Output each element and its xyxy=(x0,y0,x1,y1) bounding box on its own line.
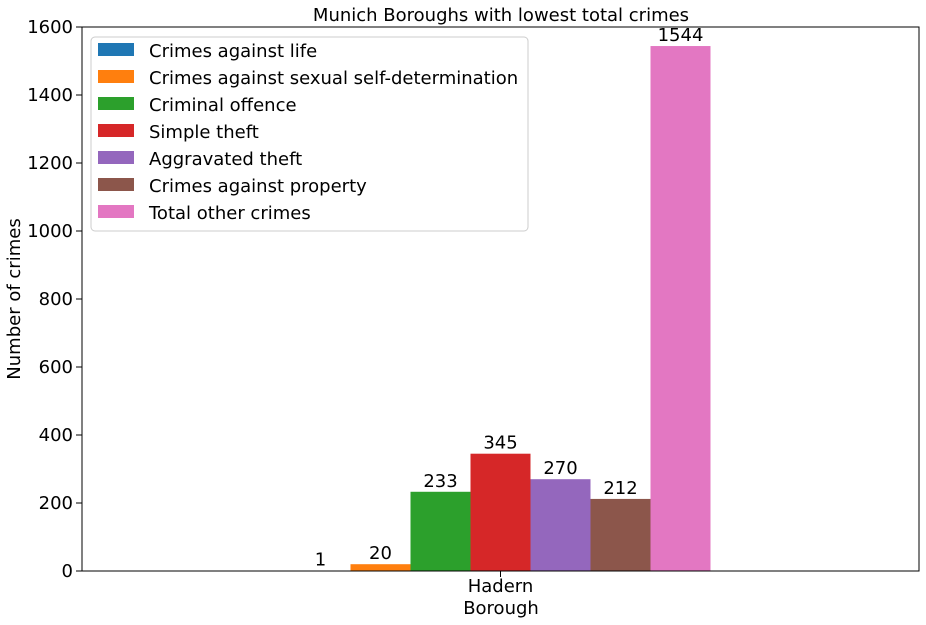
bar-5 xyxy=(530,479,591,571)
legend-frame xyxy=(90,36,529,232)
legend-label-4: Simple theft xyxy=(149,122,259,143)
bar-value-label-5: 270 xyxy=(543,458,577,479)
y-tick-label-3: 600 xyxy=(39,357,73,378)
y-tick-label-5: 1000 xyxy=(27,221,73,242)
bar-value-label-2: 20 xyxy=(369,543,392,564)
y-tick-label-1: 200 xyxy=(39,493,73,514)
bar-3 xyxy=(410,491,471,571)
legend-swatch-7 xyxy=(98,205,134,218)
bar-value-label-6: 212 xyxy=(603,478,637,499)
data-labels-group: 1 20 233 345 270 212 1544 xyxy=(315,25,704,571)
bar-2 xyxy=(350,564,411,571)
x-tick-label-0: Hadern xyxy=(468,576,534,597)
bar-value-label-4: 345 xyxy=(483,433,517,454)
bar-7 xyxy=(650,46,711,572)
chart-title: Munich Boroughs with lowest total crimes xyxy=(313,5,689,26)
legend-label-7: Total other crimes xyxy=(148,203,311,224)
legend: Crimes against life Crimes against sexual… xyxy=(90,36,529,232)
y-tick-label-2: 400 xyxy=(39,425,73,446)
bars-group xyxy=(290,46,711,572)
bar-value-label-7: 1544 xyxy=(658,25,704,46)
y-tick-label-4: 800 xyxy=(39,289,73,310)
legend-label-1: Crimes against life xyxy=(149,41,317,62)
legend-swatch-4 xyxy=(98,124,134,137)
bar-value-label-1: 1 xyxy=(315,550,326,571)
legend-swatch-6 xyxy=(98,178,134,191)
y-tick-label-6: 1200 xyxy=(27,153,73,174)
y-axis: 0 200 400 600 800 1000 1200 1400 1600 xyxy=(27,17,82,582)
legend-swatch-1 xyxy=(98,43,134,56)
bar-value-label-3: 233 xyxy=(423,471,457,492)
legend-swatch-3 xyxy=(98,97,134,110)
bar-4 xyxy=(470,453,531,571)
legend-swatch-5 xyxy=(98,151,134,164)
y-axis-label: Number of crimes xyxy=(4,218,25,379)
y-tick-label-7: 1400 xyxy=(27,85,73,106)
y-tick-label-8: 1600 xyxy=(27,17,73,38)
legend-label-5: Aggravated theft xyxy=(149,149,302,170)
x-axis: Hadern xyxy=(468,571,534,597)
bar-6 xyxy=(590,498,651,571)
x-axis-label: Borough xyxy=(463,598,539,619)
legend-label-3: Criminal offence xyxy=(149,95,297,116)
legend-label-6: Crimes against property xyxy=(149,176,367,197)
legend-label-2: Crimes against sexual self-determination xyxy=(149,68,518,89)
legend-swatch-2 xyxy=(98,70,134,83)
y-tick-label-0: 0 xyxy=(62,561,73,582)
